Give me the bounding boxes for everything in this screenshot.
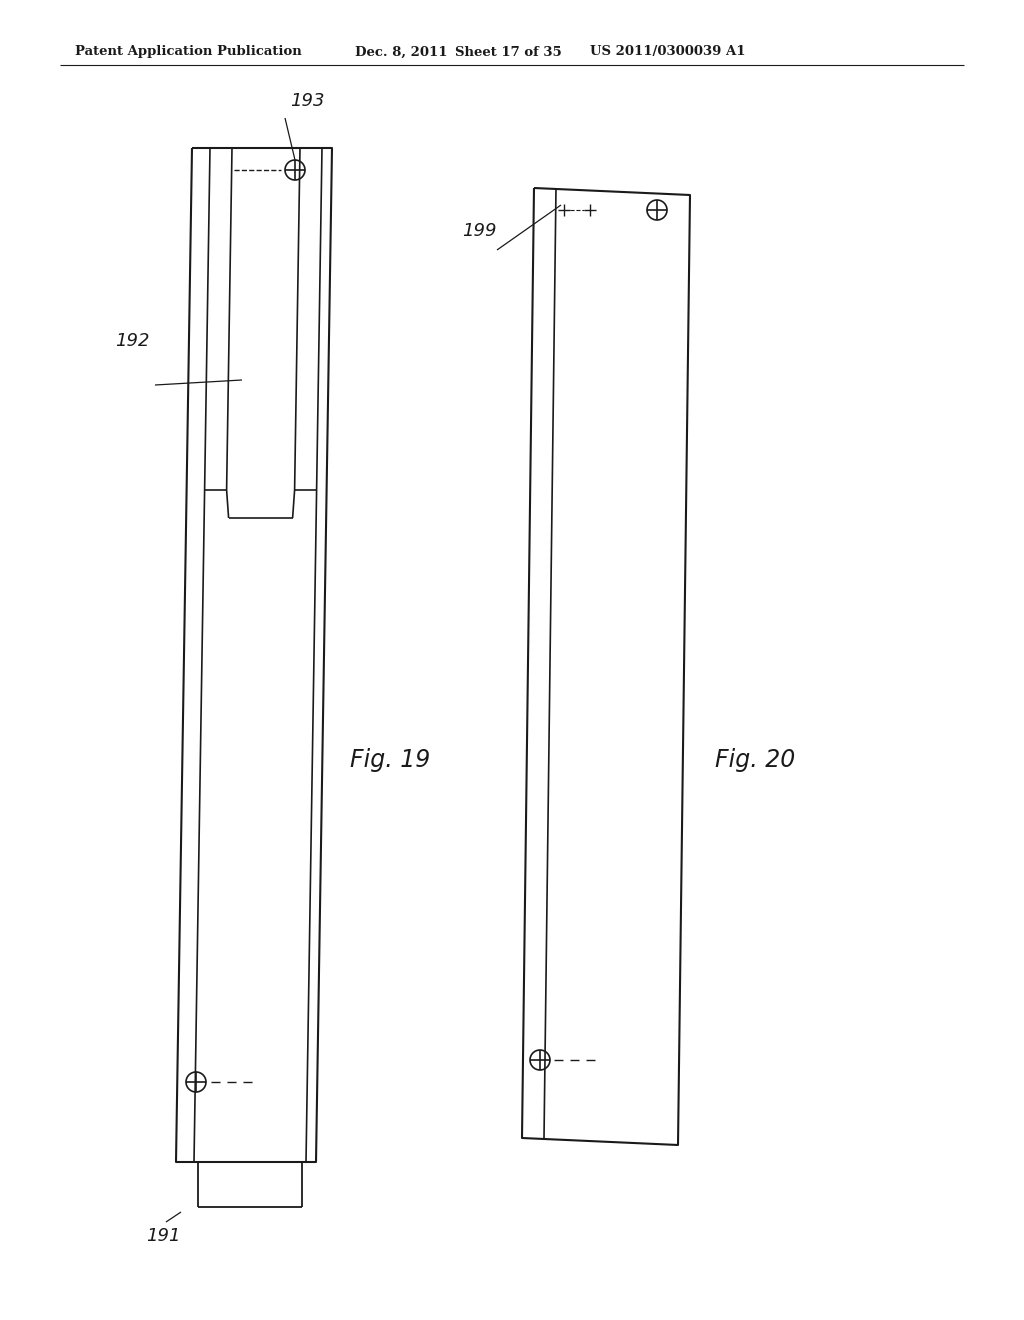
Text: 199: 199 [462,222,497,240]
Text: Fig. 20: Fig. 20 [715,748,796,772]
Text: 193: 193 [290,92,325,110]
Text: US 2011/0300039 A1: US 2011/0300039 A1 [590,45,745,58]
Text: 192: 192 [115,333,150,350]
Text: Dec. 8, 2011: Dec. 8, 2011 [355,45,447,58]
Text: Sheet 17 of 35: Sheet 17 of 35 [455,45,562,58]
Text: Patent Application Publication: Patent Application Publication [75,45,302,58]
Text: 191: 191 [146,1228,180,1245]
Text: Fig. 19: Fig. 19 [350,748,430,772]
